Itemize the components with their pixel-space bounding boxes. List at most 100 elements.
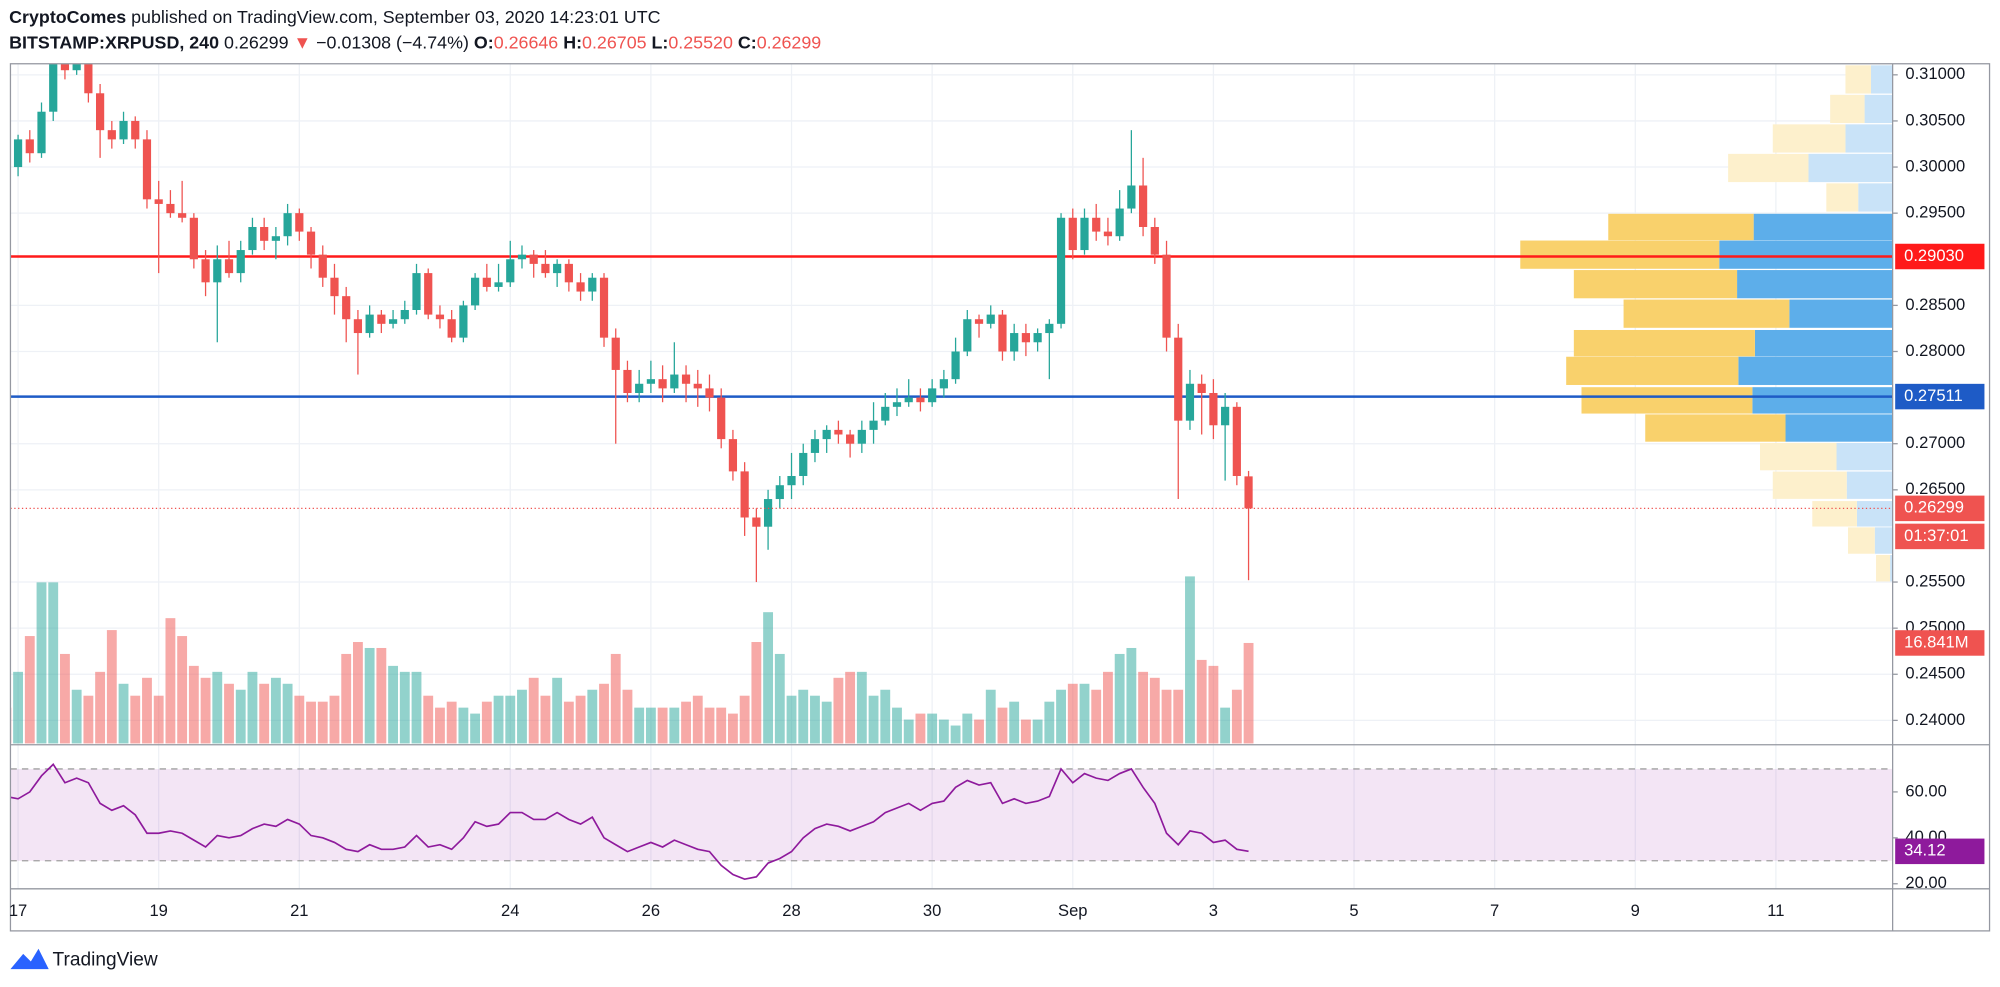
volume-bar bbox=[833, 677, 844, 744]
volume-bar bbox=[1243, 642, 1254, 744]
volume-bar bbox=[692, 695, 703, 744]
change: −0.01308 (−4.74%) bbox=[316, 32, 469, 52]
candle-body bbox=[295, 213, 304, 232]
symbol: BITSTAMP:XRPUSD, 240 bbox=[9, 32, 219, 52]
volume-bar bbox=[575, 695, 586, 744]
volume-bar bbox=[352, 642, 363, 744]
volume-bar bbox=[938, 719, 949, 744]
volume-bar bbox=[552, 677, 563, 744]
profile-down bbox=[1785, 414, 1893, 442]
candle-body bbox=[142, 139, 152, 200]
profile-up bbox=[1645, 414, 1786, 442]
volume-bar bbox=[681, 701, 691, 744]
candle-body bbox=[541, 263, 550, 274]
ohlc-key: C: bbox=[738, 32, 757, 52]
volume-bar bbox=[481, 701, 492, 744]
candle-body bbox=[377, 314, 386, 324]
volume-bar bbox=[423, 695, 434, 744]
candle-body bbox=[986, 314, 995, 324]
author: CryptoComes bbox=[9, 7, 126, 27]
volume-bar bbox=[774, 653, 785, 744]
profile-down bbox=[1890, 555, 1893, 582]
candle-body bbox=[154, 199, 163, 204]
ohlc-key: O: bbox=[474, 32, 494, 52]
candle-body bbox=[1138, 185, 1148, 227]
volume-bar bbox=[24, 636, 35, 744]
published: published on TradingView.com, September … bbox=[126, 7, 660, 27]
candle-body bbox=[1197, 383, 1206, 393]
candle-body bbox=[189, 217, 198, 260]
candle-body bbox=[1010, 333, 1019, 352]
x-tick-label: 28 bbox=[782, 901, 800, 920]
volume-bar bbox=[388, 665, 398, 744]
candle-body bbox=[576, 282, 585, 292]
profile-down bbox=[1753, 213, 1893, 241]
candle-body bbox=[60, 63, 70, 71]
candle-body bbox=[213, 259, 222, 283]
volume-bar bbox=[83, 695, 94, 744]
countdown-box bbox=[1895, 523, 1985, 550]
profile-up bbox=[1845, 65, 1871, 94]
candle-body bbox=[752, 517, 761, 527]
candle-body bbox=[1103, 231, 1113, 237]
level-label-box bbox=[1895, 383, 1985, 410]
candle-body bbox=[306, 231, 316, 255]
volume-bar bbox=[341, 653, 352, 744]
candle-body bbox=[1162, 254, 1171, 338]
candle-body bbox=[506, 259, 515, 283]
ohlc-value: 0.26646 bbox=[494, 32, 559, 52]
x-tick-label: 24 bbox=[501, 901, 519, 920]
axes: 17 19 21 24 26 28 30 Sep 3 5 7 9 11 0.31000 0.30500 0.3… bbox=[9, 64, 1985, 920]
profile-up bbox=[1848, 527, 1875, 554]
profile-up bbox=[1772, 471, 1847, 499]
candle-body bbox=[1244, 476, 1253, 509]
volume-bar bbox=[540, 695, 551, 744]
volume-bar bbox=[1185, 576, 1195, 744]
y-tick-label: 0.31000 bbox=[1905, 64, 1965, 83]
candle-body bbox=[529, 254, 538, 264]
x-tick-label: 9 bbox=[1631, 901, 1640, 920]
profile-up bbox=[1760, 442, 1837, 471]
candle-body bbox=[424, 273, 433, 315]
ohlc-value: 0.25520 bbox=[668, 32, 733, 52]
volume-bar bbox=[1208, 665, 1219, 744]
volume-bar bbox=[763, 612, 774, 744]
rsi-pane bbox=[10, 763, 1893, 881]
candle-body bbox=[1185, 383, 1195, 421]
profile-up bbox=[1581, 387, 1753, 414]
volume-bar bbox=[458, 707, 469, 744]
rsi-band bbox=[10, 768, 1893, 861]
y-tick-label: 20.00 bbox=[1905, 873, 1946, 892]
candle-body bbox=[95, 93, 105, 131]
candle-body bbox=[564, 263, 573, 283]
volume-bar bbox=[997, 707, 1008, 744]
x-tick-label: 5 bbox=[1349, 901, 1358, 920]
volume-bar bbox=[106, 630, 117, 744]
y-tick-label: 0.26500 bbox=[1905, 479, 1965, 498]
candle-body bbox=[37, 111, 46, 154]
logo-icon bbox=[10, 948, 49, 970]
volume-bar bbox=[317, 701, 328, 744]
volume-bar bbox=[657, 707, 668, 744]
profile-down bbox=[1719, 240, 1893, 269]
symbol-line: BITSTAMP:XRPUSD, 240 0.26299 ▼ −0.01308 … bbox=[9, 32, 821, 52]
candle-body bbox=[1127, 185, 1136, 209]
profile-down bbox=[1846, 471, 1893, 499]
candle-body bbox=[178, 213, 187, 218]
volume-bar bbox=[270, 677, 281, 744]
volume-bar bbox=[1196, 659, 1207, 744]
candle-body bbox=[25, 139, 34, 154]
x-tick-label: 3 bbox=[1209, 901, 1218, 920]
volume-bar bbox=[10, 707, 12, 744]
candle-body bbox=[1092, 217, 1101, 232]
profile-up bbox=[1830, 94, 1865, 124]
candle-body bbox=[365, 314, 374, 334]
candle-body bbox=[998, 314, 1007, 352]
y-tick-label: 0.24500 bbox=[1905, 664, 1965, 683]
x-tick-label: 30 bbox=[923, 901, 941, 920]
volume-label-box bbox=[1895, 630, 1985, 656]
candle-body bbox=[892, 402, 902, 407]
volume-bar bbox=[446, 701, 457, 744]
x-tick-label: 11 bbox=[1767, 901, 1784, 920]
